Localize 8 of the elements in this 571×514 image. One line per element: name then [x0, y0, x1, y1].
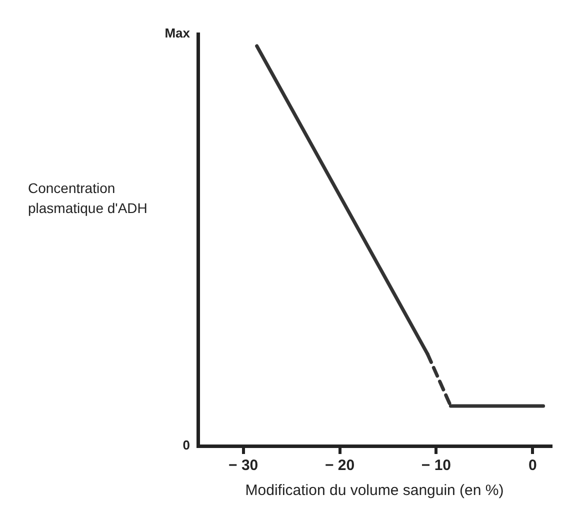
text: 0 — [182, 438, 190, 453]
text: Max — [164, 26, 191, 41]
x-tick-label: − 30 — [228, 457, 258, 474]
x-tick-label: − 10 — [421, 457, 452, 474]
x-axis-title: Modification du volume sanguin (en %) — [245, 482, 504, 500]
y-axis-title: Concentration plasmatique d'ADH — [28, 179, 148, 218]
x-tick-label: − 20 — [324, 457, 355, 474]
x-tick-label: 0 — [528, 457, 537, 474]
